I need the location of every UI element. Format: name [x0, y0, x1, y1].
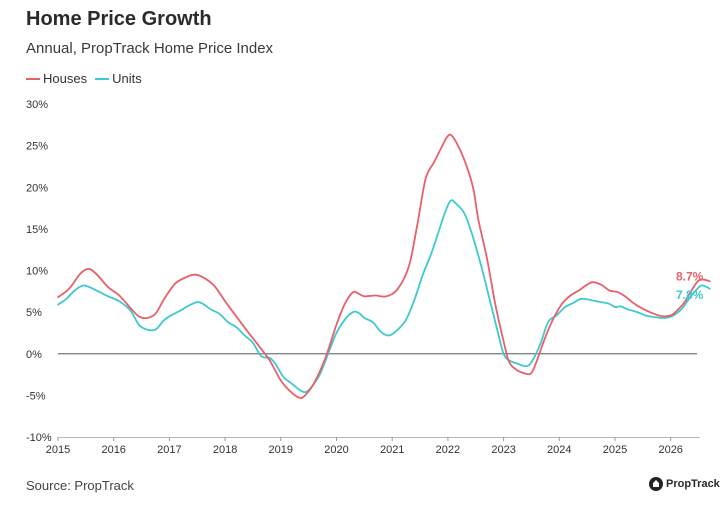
chart-subtitle: Annual, PropTrack Home Price Index [26, 40, 274, 57]
x-tick-label: 2016 [101, 444, 125, 456]
source-note: Source: PropTrack [26, 478, 134, 493]
x-tick-label: 2020 [324, 444, 348, 456]
x-tick-label: 2017 [157, 444, 181, 456]
y-tick-label: 5% [26, 307, 42, 319]
brand-logo: PropTrack [649, 477, 720, 491]
x-tick-label: 2024 [547, 444, 571, 456]
x-tick-label: 2019 [269, 444, 293, 456]
y-tick-label: 15% [26, 224, 48, 236]
y-tick-label: 25% [26, 141, 48, 153]
x-tick-label: 2026 [658, 444, 682, 456]
y-tick-label: 0% [26, 349, 42, 361]
y-tick-label: 10% [26, 266, 48, 278]
end-label-houses: 8.7% [676, 269, 704, 283]
series-line-houses [57, 133, 711, 399]
x-tick-label: 2018 [213, 444, 237, 456]
y-tick-label: -5% [26, 390, 46, 402]
end-label-units: 7.8% [676, 288, 704, 302]
chart-legend: Houses Units [26, 71, 150, 86]
x-tick-label: 2023 [491, 444, 515, 456]
x-tick-label: 2025 [603, 444, 627, 456]
proptrack-logo-icon [649, 477, 663, 491]
x-tick-label: 2022 [436, 444, 460, 456]
legend-label-units: Units [112, 71, 142, 86]
x-tick-label: 2015 [46, 444, 70, 456]
brand-name: PropTrack [666, 478, 720, 490]
legend-item-houses: Houses [26, 71, 87, 86]
legend-swatch-units [95, 77, 110, 80]
legend-swatch-houses [26, 77, 40, 80]
y-tick-label: 30% [26, 99, 48, 111]
y-tick-label: -10% [26, 432, 52, 444]
legend-item-units: Units [95, 71, 142, 86]
series-line-units [57, 199, 711, 394]
y-tick-label: 20% [26, 182, 48, 194]
x-tick-label: 2021 [380, 444, 404, 456]
legend-label-houses: Houses [43, 71, 88, 86]
chart-title: Home Price Growth [26, 8, 212, 30]
